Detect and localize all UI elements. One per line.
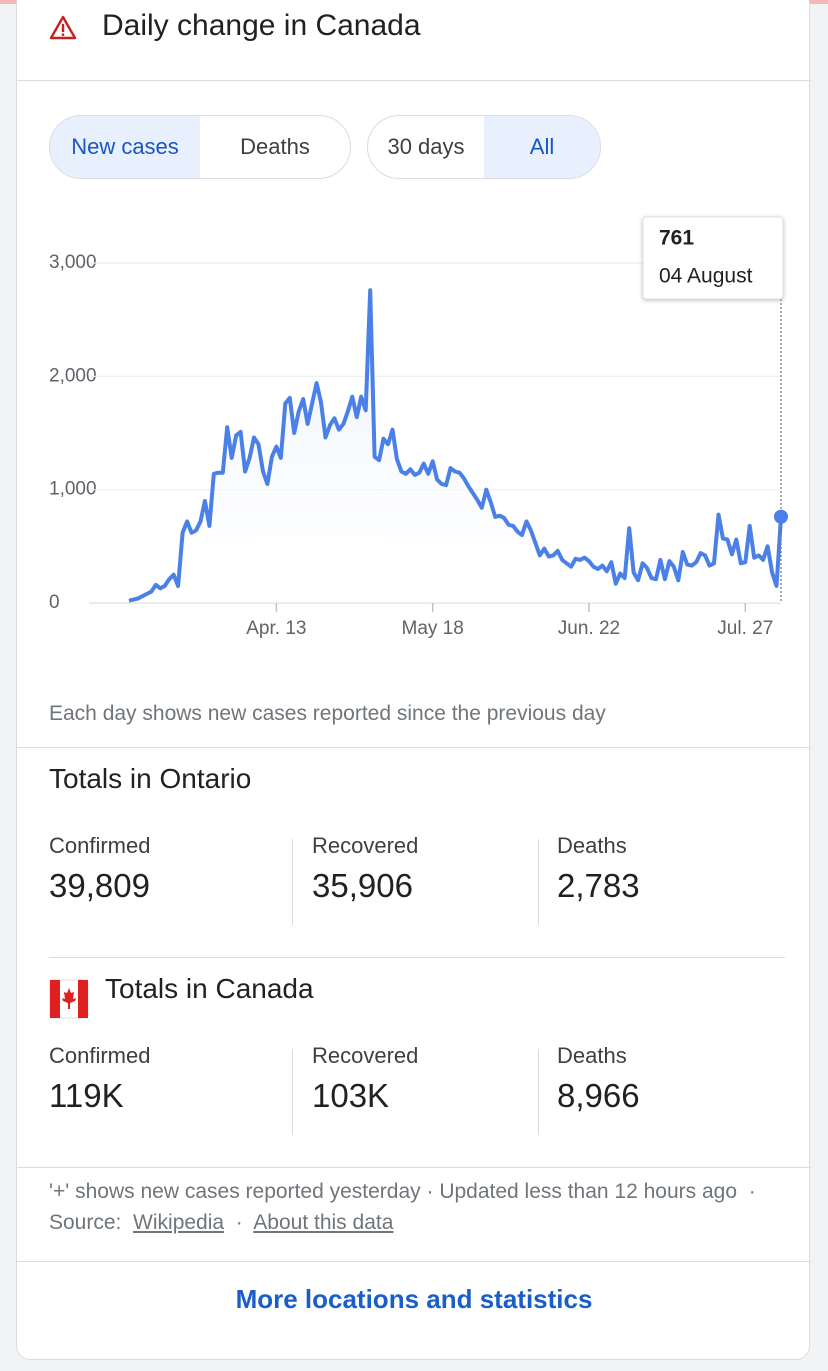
section-title: Totals in Ontario [49,763,252,794]
warning-icon [49,15,77,40]
y-tick-label: 3,000 [49,252,97,273]
x-tick-label: Jul. 27 [717,618,773,639]
separator: · [748,1180,756,1203]
y-tick-label: 2,000 [49,365,97,386]
line [128,288,783,603]
tooltip [642,216,784,300]
stat-value: 2,783 [557,867,640,904]
x-tick-label: May 18 [402,618,464,639]
footer-source: Source: [49,1211,122,1234]
toggle-button[interactable]: All [484,116,600,178]
chart: 0 1,000 2,000 3,000 Apr. 13 May 18 Jun. 22 Jul.… [49,216,788,639]
divider [49,957,785,958]
stat: Deaths 2,783 [557,833,640,905]
header: Daily change in Canada [17,1,811,81]
x-tick-label: Apr. 13 [246,618,306,639]
toggle-button[interactable]: 30 days [387,134,465,159]
separator: · [426,1180,434,1203]
stat-value: 103K [312,1077,390,1114]
x-tick-label: Jun. 22 [558,618,620,639]
divider [17,747,811,748]
toggle-button[interactable]: New cases [50,116,200,178]
area [129,290,781,603]
toggle-button[interactable]: Deaths [240,134,310,159]
stat: Recovered 103K [312,1043,418,1115]
chart-caption: Each day shows new cases reported since … [49,702,606,725]
tooltip-value: 761 [659,227,694,250]
section-title: Totals in Canada [105,973,314,1004]
stat: Confirmed 119K [49,1043,150,1115]
hover-point [774,509,788,524]
metric-toggle: New cases Deaths [49,115,351,179]
header-title: Daily change in Canada [102,9,421,42]
separator: · [235,1211,243,1234]
source-link[interactable]: Wikipedia [133,1211,225,1234]
stat-label: Deaths [557,1043,627,1068]
stat-value: 39,809 [49,867,150,904]
stat-value: 35,906 [312,867,413,904]
covid-card: Daily change in Canada New cases Deaths … [16,0,811,1360]
divider [538,839,539,925]
divider [538,1049,539,1135]
stat-label: Recovered [312,833,419,858]
y-tick-label: 1,000 [49,479,97,500]
stat-value: 119K [49,1077,124,1114]
more-link[interactable]: More locations and statistics [235,1284,593,1314]
range-toggle: 30 days All [367,115,601,179]
stat: Confirmed 39,809 [49,833,150,905]
divider [292,839,293,925]
y-tick-label: 0 [49,592,60,613]
stat-value: 8,966 [557,1077,640,1114]
stat-label: Recovered [312,1043,419,1068]
tooltip-date: 04 August [659,265,753,288]
divider [292,1049,293,1135]
stat-label: Confirmed [49,833,151,858]
divider [17,1261,811,1262]
stat-label: Deaths [557,833,627,858]
footer-updated: Updated less than 12 hours ago [439,1180,738,1203]
footer: '+' shows new cases reported yesterday ·… [49,1176,789,1238]
about-link[interactable]: About this data [253,1211,394,1234]
footer-note: '+' shows new cases reported yesterday [49,1180,421,1203]
stat: Recovered 35,906 [312,833,418,905]
canada-flag [49,979,89,1019]
stat-label: Confirmed [49,1043,151,1068]
stat: Deaths 8,966 [557,1043,640,1115]
divider [17,1167,811,1168]
